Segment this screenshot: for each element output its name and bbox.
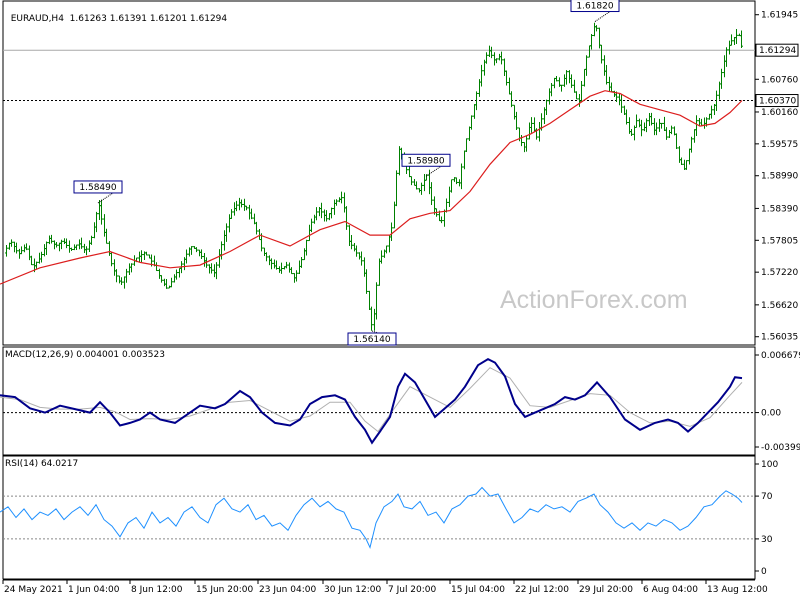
price-tick-label: 1.57805 (761, 236, 798, 246)
price-tick-label: 1.61945 (761, 11, 798, 21)
macd-tick-label: 0.00 (761, 409, 781, 419)
time-tick-label: 29 Jul 20:00 (579, 585, 633, 595)
price-annotation-label: 1.61820 (576, 2, 613, 12)
pane-frame-1 (2, 346, 756, 456)
price-annotation-label: 1.56140 (353, 335, 390, 345)
macd-signal-line (0, 367, 743, 433)
macd-tick-label: -0.003994 (761, 443, 800, 453)
time-tick-label: 24 May 2021 (4, 585, 63, 595)
macd-main-line (0, 357, 743, 445)
price-tick-label: 1.57220 (761, 268, 798, 278)
time-tick-label: 13 Aug 12:00 (707, 585, 768, 595)
time-tick-label: 1 Jun 04:00 (68, 585, 120, 595)
rsi-tick-label: 100 (761, 460, 778, 470)
macd-title: MACD(12,26,9) 0.004001 0.003523 (5, 350, 165, 360)
macd-tick-label: 0.006679 (761, 351, 800, 361)
watermark: ActionForex.com (500, 286, 688, 314)
time-tick-label: 15 Jul 04:00 (451, 585, 505, 595)
time-tick-label: 22 Jul 12:00 (515, 585, 569, 595)
rsi-tick-label: 30 (761, 535, 773, 545)
price-annotation-box (73, 180, 123, 194)
price-annotation-box (401, 153, 451, 167)
price-tick-label: 1.58390 (761, 204, 798, 214)
current-price-label: 1.61294 (759, 46, 796, 56)
level-label: 1.60370 (759, 97, 796, 107)
time-tick-label: 7 Jul 20:00 (388, 585, 437, 595)
time-tick-label: 6 Aug 04:00 (643, 585, 698, 595)
price-tick-label: 1.59575 (761, 140, 798, 150)
rsi-title: RSI(14) 64.0217 (5, 459, 79, 469)
price-tick-label: 1.58990 (761, 172, 798, 182)
price-annotation-label: 1.58980 (407, 156, 444, 166)
ohlc-values: 1.61263 1.61391 1.61201 1.61294 (69, 14, 228, 24)
price-header: EURAUD,H4 1.61263 1.61391 1.61201 1.6129… (5, 4, 227, 24)
price-annotation-box (570, 0, 620, 13)
price-annotation-box (347, 332, 397, 346)
price-annotation-label: 1.58490 (79, 183, 116, 193)
rsi-line (0, 486, 743, 550)
price-tick-label: 1.56035 (761, 333, 798, 343)
rsi-tick-label: 70 (761, 492, 773, 502)
pane-frame-2 (2, 455, 756, 580)
candles-group (5, 22, 743, 331)
price-chart-title: EURAUD,H4 (10, 14, 64, 24)
moving-average-line (0, 90, 743, 285)
time-tick-label: 8 Jun 12:00 (131, 585, 183, 595)
rsi-tick-label: 0 (761, 567, 767, 577)
time-tick-label: 30 Jun 12:00 (324, 585, 381, 595)
price-tick-label: 1.56620 (761, 301, 798, 311)
level-box (755, 94, 799, 108)
price-tick-label: 1.60160 (761, 108, 798, 118)
current-price-box (755, 43, 799, 57)
time-tick-label: 23 Jun 04:00 (259, 585, 316, 595)
time-tick-label: 15 Jun 20:00 (196, 585, 253, 595)
price-tick-label: 1.60760 (761, 75, 798, 85)
